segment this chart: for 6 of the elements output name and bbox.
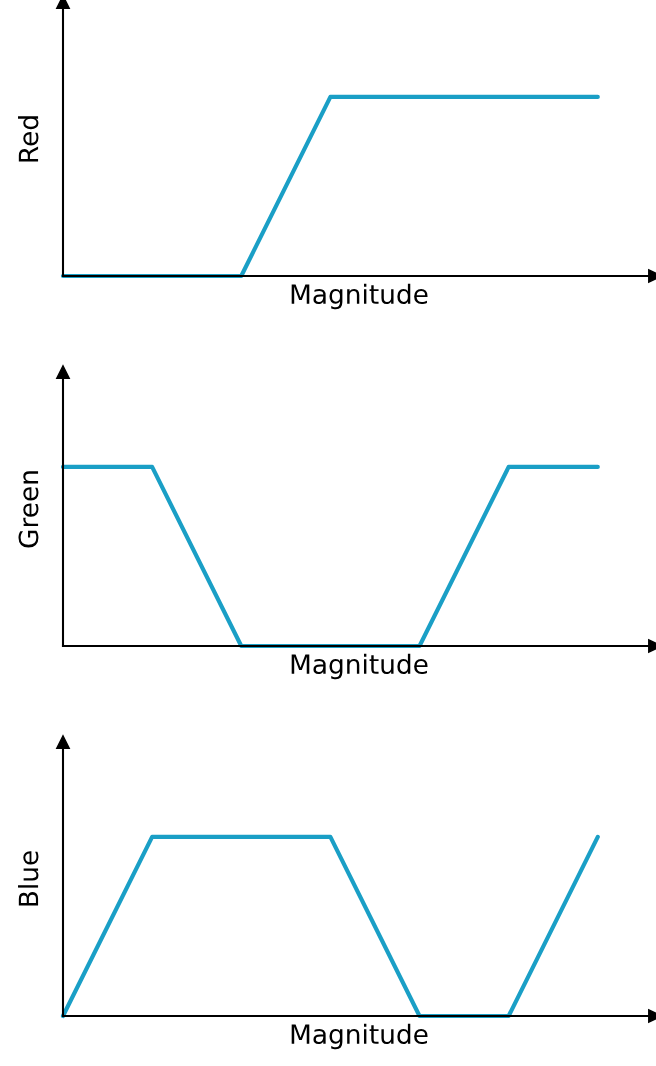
x-axis-title: Magnitude — [291, 283, 428, 310]
y-axis-title: Green — [18, 471, 39, 548]
x-axis-title: Magnitude — [291, 653, 428, 680]
y-axis-title: Blue — [18, 851, 39, 906]
y-axis-title: Red — [18, 116, 39, 162]
x-axis-title: Magnitude — [291, 1023, 428, 1050]
